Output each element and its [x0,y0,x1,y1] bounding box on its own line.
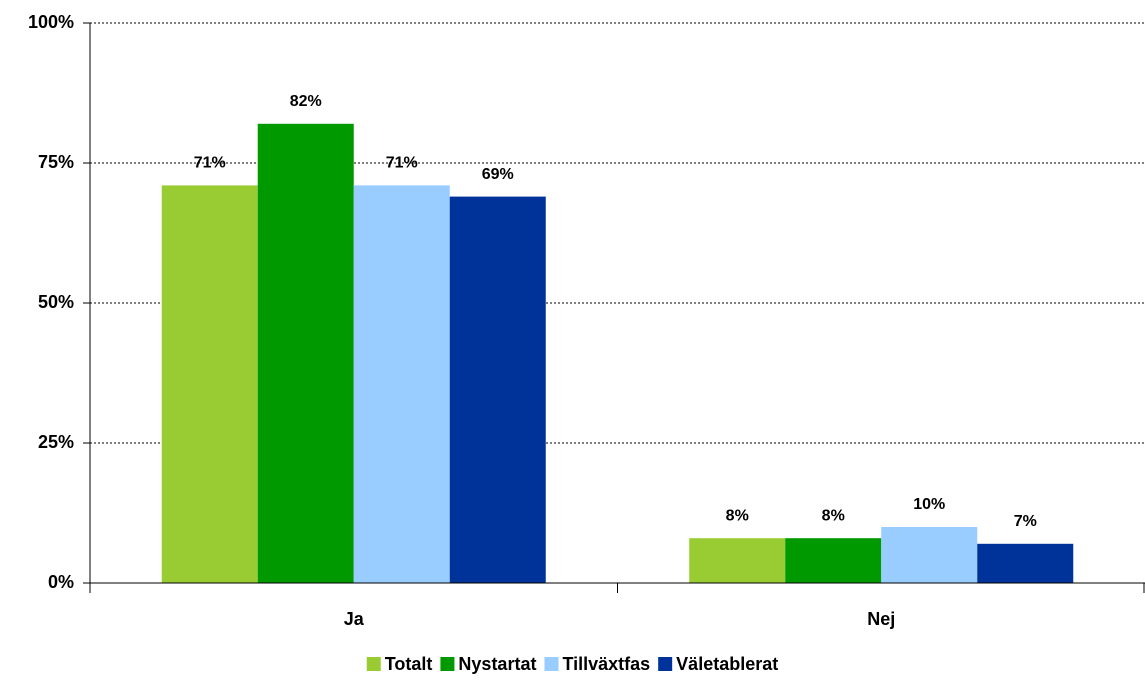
bar [689,538,786,583]
legend-label: Totalt [385,654,433,674]
data-label: 10% [913,496,945,513]
y-tick-label: 0% [48,572,74,592]
bar [257,123,354,584]
bar [881,527,978,583]
data-label: 8% [726,507,749,524]
data-label: 8% [822,507,845,524]
data-label: 82% [290,93,322,110]
bar [977,543,1074,583]
bar [449,196,546,583]
legend-label: Väletablerat [676,654,778,674]
bar [353,185,450,583]
legend-swatch [544,657,559,671]
data-label: 71% [194,155,226,172]
legend-label: Nystartat [458,654,536,674]
bar [161,185,258,583]
x-tick-label: Ja [344,609,365,629]
legend-label: Tillväxtfas [562,654,650,674]
legend-swatch [658,657,673,671]
y-tick-label: 75% [38,152,74,172]
y-tick-label: 25% [38,432,74,452]
legend-swatch [366,657,381,671]
data-label: 71% [386,155,418,172]
y-tick-label: 50% [38,292,74,312]
bar [785,538,882,583]
data-label: 7% [1014,513,1037,530]
y-tick-label: 100% [28,12,74,32]
legend-swatch [440,657,455,671]
data-label: 69% [482,166,514,183]
x-tick-label: Nej [867,609,895,629]
